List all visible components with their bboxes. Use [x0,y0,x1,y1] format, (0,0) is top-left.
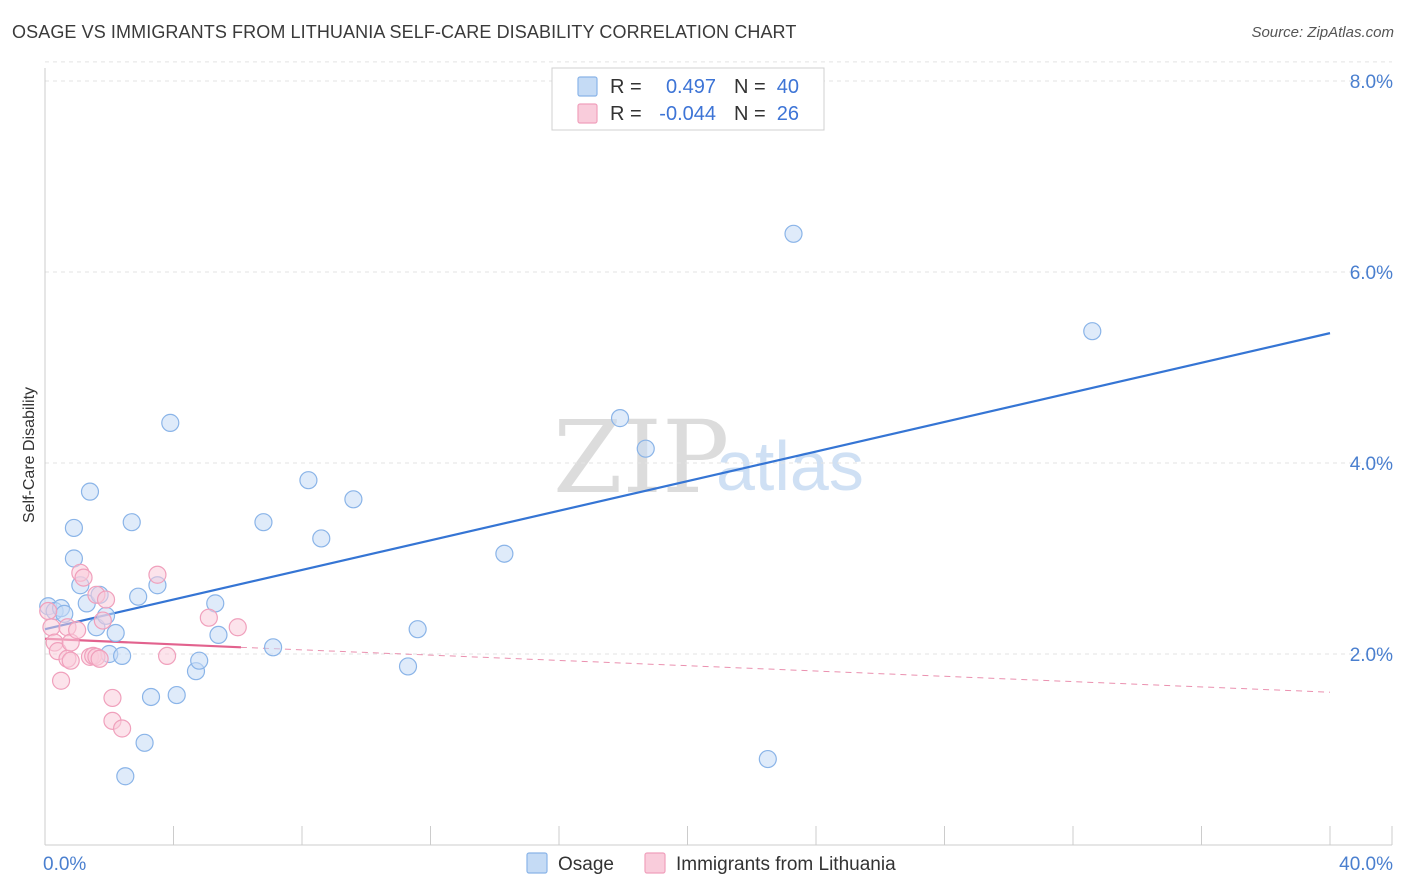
osage-point-33 [408,620,427,639]
lithuania-point-16 [90,649,109,668]
gridlines [45,61,1392,655]
osage-point-30 [312,529,331,548]
lithuania-point-0 [39,601,58,621]
osage-trend-line [44,332,1331,631]
lithuania-legend-n-value: 26 [777,103,799,125]
osage-point-22 [167,685,186,705]
lithuania-point-25 [228,618,247,637]
osage-point-39 [1083,322,1102,341]
osage-point-32 [398,657,418,676]
osage-point-15 [116,767,135,786]
lithuania-legend-r-value: -0.044 [659,103,716,125]
lithuania-point-7 [61,651,80,670]
lithuania-point-24 [199,608,218,627]
lithuania-bottom-legend-label: Immigrants from Lithuania [676,854,896,875]
tick-labels: 2.0% 4.0% 6.0% 8.0% 0.0% 40.0% [43,72,1393,875]
osage-bottom-legend-label: Osage [558,854,614,875]
osage-point-36 [636,439,655,458]
y-axis-label: Self-Care Disability [21,387,38,523]
osage-point-21 [161,413,180,432]
osage-point-34 [495,544,514,563]
bottom-legend: Osage Immigrants from Lithuania [526,852,896,875]
lithuania-bottom-legend-swatch [644,852,666,874]
osage-legend-r-label: R = [610,76,642,98]
osage-point-37 [758,749,777,769]
lithuania-point-22 [148,565,167,584]
osage-point-19 [141,687,161,707]
osage-point-5 [64,518,84,538]
lithuania-point-23 [157,646,177,666]
osage-point-14 [112,646,132,666]
y-tick-label-0: 2.0% [1350,645,1393,666]
osage-legend-swatch [577,76,598,97]
osage-point-18 [135,733,154,752]
osage-point-13 [106,623,125,643]
lithuania-point-4 [51,671,71,690]
y-tick-label-1: 4.0% [1350,454,1393,475]
lithuania-legend-n-label: N = [734,103,766,125]
lithuania-point-9 [68,621,87,640]
x-tick-label-1: 40.0% [1339,854,1393,875]
osage-legend-n-value: 40 [777,76,799,98]
y-tick-label-2: 6.0% [1350,263,1393,284]
lithuania-point-21 [112,719,132,738]
legend: R = 0.497 N = 40 R = -0.044 N = 26 [551,67,825,131]
osage-point-38 [784,224,803,243]
osage-point-24 [190,651,209,670]
osage-bottom-legend-swatch [526,852,548,874]
x-tick-label-0: 0.0% [43,854,86,875]
osage-legend-r-value: 0.497 [666,76,716,98]
osage-point-26 [209,625,228,645]
osage-point-29 [299,471,318,490]
lithuania-point-1 [42,618,61,637]
lithuania-legend-r-label: R = [610,103,642,125]
source-label: Source: ZipAtlas.com [1251,24,1394,41]
watermark-zip: ZIP [553,399,729,516]
osage-point-17 [129,587,148,606]
osage-point-16 [122,513,141,532]
osage-point-35 [610,409,630,428]
watermark-atlas: atlas [716,427,864,505]
lithuania-legend-swatch [577,103,598,124]
osage-point-8 [80,482,100,501]
watermark: ZIP atlas [553,399,864,516]
y-tick-label-3: 8.0% [1350,72,1393,93]
osage-point-27 [254,513,273,532]
data-points [39,224,1102,786]
lithuania-point-19 [103,688,122,708]
lithuania-trend-line-dashed [240,646,1331,693]
lithuania-point-17 [93,611,112,630]
chart-title: OSAGE VS IMMIGRANTS FROM LITHUANIA SELF-… [12,22,797,42]
axes [44,68,1393,846]
osage-point-31 [344,490,363,509]
lithuania-point-11 [74,568,93,587]
lithuania-point-18 [96,590,116,609]
osage-legend-n-label: N = [734,76,766,98]
osage-point-28 [263,638,283,657]
